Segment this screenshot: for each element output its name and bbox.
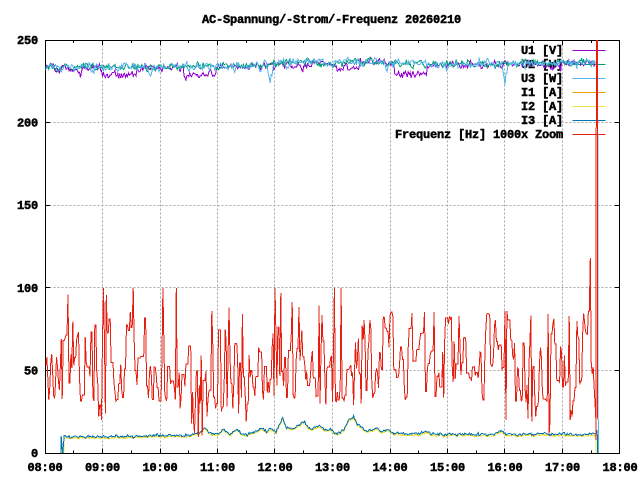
svg-text:Frequenz [Hz] 1000x Zoom: Frequenz [Hz] 1000x Zoom (395, 128, 563, 142)
svg-text:13:00: 13:00 (315, 461, 350, 475)
svg-text:0: 0 (31, 447, 38, 461)
svg-text:14:00: 14:00 (372, 461, 407, 475)
svg-text:250: 250 (17, 34, 38, 48)
svg-text:15:00: 15:00 (430, 461, 465, 475)
svg-text:09:00: 09:00 (85, 461, 120, 475)
svg-text:12:00: 12:00 (257, 461, 292, 475)
svg-text:10:00: 10:00 (142, 461, 177, 475)
svg-text:U1 [V]: U1 [V] (521, 44, 563, 58)
svg-text:16:00: 16:00 (487, 461, 522, 475)
svg-text:17:00: 17:00 (545, 461, 580, 475)
svg-text:08:00: 08:00 (27, 461, 62, 475)
svg-text:I1 [A]: I1 [A] (521, 86, 563, 100)
svg-text:I2 [A]: I2 [A] (521, 100, 563, 114)
svg-text:U3 [W]: U3 [W] (521, 72, 563, 86)
svg-text:I3 [A]: I3 [A] (521, 114, 563, 128)
svg-text:50: 50 (24, 364, 38, 378)
svg-text:150: 150 (17, 199, 38, 213)
svg-text:18:00: 18:00 (602, 461, 637, 475)
svg-text:100: 100 (17, 282, 38, 296)
svg-text:AC-Spannung/-Strom/-Frequenz 2: AC-Spannung/-Strom/-Frequenz 20260210 (202, 13, 461, 27)
svg-text:200: 200 (17, 117, 38, 131)
svg-text:11:00: 11:00 (200, 461, 235, 475)
